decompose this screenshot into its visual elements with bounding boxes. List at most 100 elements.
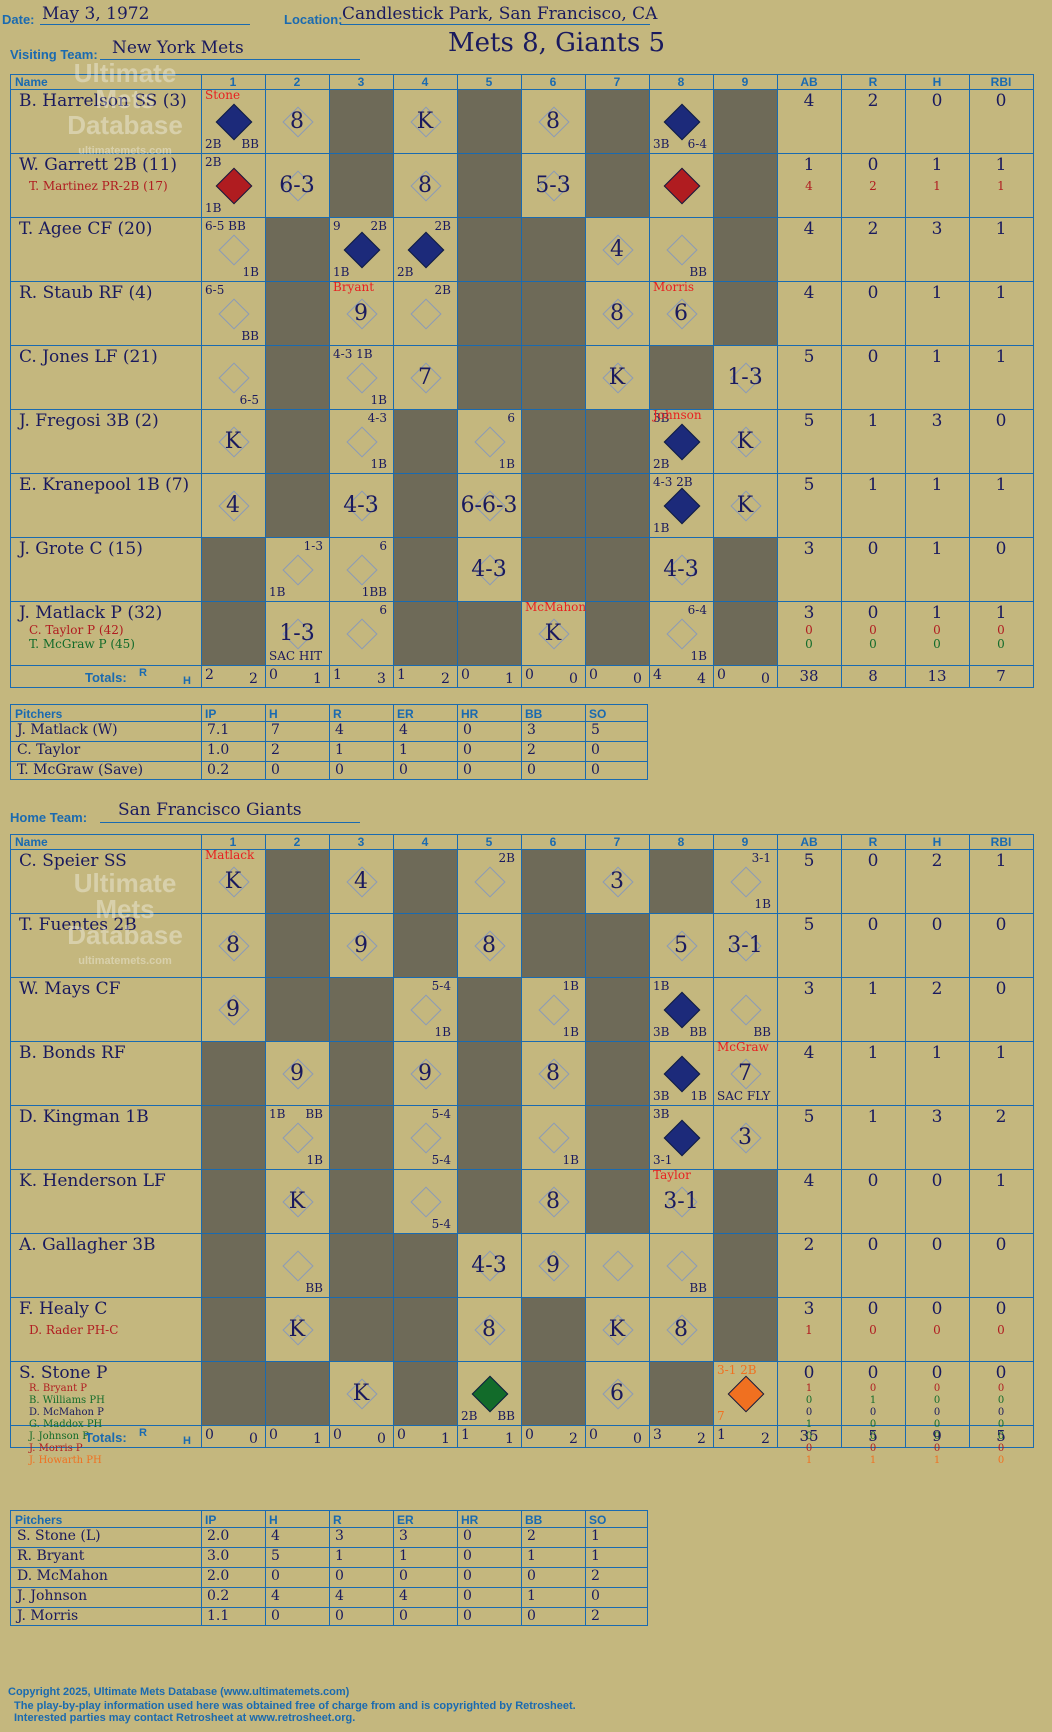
stat-r: 0	[867, 851, 879, 871]
substitute-stat-rbi: 1	[997, 179, 1005, 193]
grid-divider	[329, 75, 330, 687]
play-result: 3	[610, 869, 624, 894]
inning-shade	[713, 1297, 777, 1361]
at-bat-cell: 1BB 6	[329, 537, 393, 601]
at-bat-cell: K	[265, 1297, 329, 1361]
at-bat-cell: 8	[201, 913, 265, 977]
substitute-name: J. Johnson P	[29, 1431, 89, 1442]
play-note: 5-4	[431, 1217, 451, 1231]
inning-shade	[201, 537, 265, 601]
inning-shade	[585, 89, 649, 153]
at-bat-cell: K	[585, 1297, 649, 1361]
base-diamond	[215, 167, 253, 205]
stat-h: 3	[931, 1107, 943, 1127]
watermark-logo: Ultimate Mets Database ultimatemets.com	[67, 868, 183, 967]
substitute-name: J. Morris P	[29, 1443, 83, 1454]
play-note: 6-4	[687, 603, 707, 617]
play-result: 8	[290, 109, 304, 134]
play-note: 1B	[562, 979, 579, 993]
column-header-ab: AB	[800, 75, 818, 89]
inning-runs: 1	[717, 1427, 726, 1443]
inning-shade	[393, 537, 457, 601]
inning-shade	[393, 409, 457, 473]
play-result: 9	[354, 301, 368, 326]
grid-divider	[11, 1587, 647, 1588]
grid-divider	[329, 1511, 330, 1625]
stat-h: 0	[931, 1363, 943, 1383]
inning-shade	[457, 281, 521, 345]
player-name: K. Henderson LF	[19, 1171, 166, 1191]
at-bat-cell: 1B 1-3	[265, 537, 329, 601]
inning-shade	[265, 473, 329, 537]
play-result: 9	[290, 1061, 304, 1086]
inning-shade	[713, 281, 777, 345]
stat-rbi: 1	[995, 603, 1007, 623]
play-result: 4-3	[471, 1253, 507, 1278]
grid-divider	[201, 835, 202, 1447]
inning-shade	[585, 1041, 649, 1105]
stat-h: 0	[931, 1235, 943, 1255]
at-bat-cell: K	[521, 601, 585, 665]
play-result: 8	[418, 173, 432, 198]
at-bat-cell: 9	[521, 1233, 585, 1297]
inning-shade	[585, 153, 649, 217]
play-note: 5-4	[431, 979, 451, 993]
inning-hits: 0	[761, 671, 770, 687]
at-bat-cell: 8	[649, 1297, 713, 1361]
pitching-change-note: McMahon	[525, 600, 587, 614]
play-result: 9	[418, 1061, 432, 1086]
play-note: 3B	[653, 1025, 670, 1039]
grid-divider	[521, 75, 522, 687]
play-result: 6	[674, 301, 688, 326]
play-note: 2B	[397, 265, 414, 279]
play-result: K	[544, 621, 562, 646]
stat-h: 3	[931, 219, 943, 239]
pitcher-ip: 1.0	[207, 742, 230, 758]
column-header-7: 7	[613, 75, 621, 89]
substitute-stat-ab: 1	[805, 1419, 813, 1430]
stat-r: 1	[867, 411, 879, 431]
at-bat-cell: 7 3-1 2B	[713, 1361, 777, 1425]
home-scorecard: Name 1 2 3 4 5 6 7 8 9 AB R H RBI K 4 2B 3 1B 3-1 8 9 8 5 3-1 9 1B…	[10, 834, 1034, 1466]
pitch-header-er: ER	[397, 1513, 414, 1527]
pitcher-so: 0	[591, 762, 600, 778]
base-diamond	[346, 618, 378, 650]
substitute-stat-r: 1	[869, 1455, 877, 1466]
substitute-stat-ab: 0	[805, 637, 813, 651]
play-note: BB	[753, 1025, 771, 1039]
column-header-rbi: RBI	[990, 75, 1012, 89]
grid-divider	[457, 1511, 458, 1625]
at-bat-cell: 1B 2B	[201, 153, 265, 217]
play-result: 7	[738, 1061, 752, 1086]
pitch-header-r: R	[333, 707, 342, 721]
pitching-change-note: Matlack	[205, 848, 255, 862]
substitute-name: G. Maddox PH	[29, 1419, 103, 1430]
inning-shade	[585, 1169, 649, 1233]
play-note: 2B	[461, 1409, 478, 1423]
play-result: 8	[546, 109, 560, 134]
player-name: B. Bonds RF	[19, 1043, 126, 1063]
column-header-9: 9	[741, 835, 749, 849]
stat-r: 1	[867, 1107, 879, 1127]
stat-r: 0	[867, 539, 879, 559]
at-bat-cell: 4-3	[329, 473, 393, 537]
pitcher-bb: 2	[527, 742, 536, 758]
stat-r: 0	[867, 283, 879, 303]
inning-shade	[265, 849, 329, 913]
play-note: 1B	[269, 1107, 286, 1121]
totals-label: Totals:	[85, 670, 127, 685]
pitcher-er: 1	[399, 1548, 408, 1564]
inning-shade	[521, 849, 585, 913]
inning-shade	[521, 345, 585, 409]
play-note: 1-3	[303, 539, 323, 553]
inning-shade	[201, 1041, 265, 1105]
grid-divider	[201, 705, 202, 779]
play-result: K	[608, 1317, 626, 1342]
inning-shade	[265, 217, 329, 281]
at-bat-cell: 4-3	[649, 537, 713, 601]
at-bat-cell: 8	[457, 1297, 521, 1361]
grid-divider	[521, 1511, 522, 1625]
pitcher-ip: 2.0	[207, 1568, 230, 1584]
stat-ab: 3	[803, 979, 815, 999]
inning-shade	[457, 345, 521, 409]
